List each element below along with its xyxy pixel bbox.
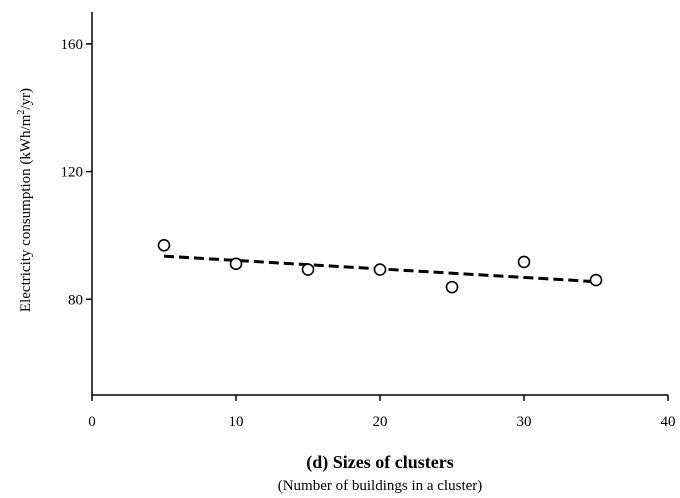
data-point <box>517 255 531 269</box>
data-point <box>373 263 387 276</box>
x-tick-label: 20 <box>373 414 388 430</box>
y-tick-label: 120 <box>61 165 84 181</box>
x-tick-label: 30 <box>517 414 532 430</box>
y-tick-label: 80 <box>68 292 83 308</box>
x-ticks: 0 10 20 30 40 <box>88 395 676 430</box>
y-ticks: 80 120 160 <box>61 37 92 308</box>
x-tick-label: 0 <box>88 414 96 430</box>
y-tick-label: 160 <box>61 37 84 53</box>
x-tick-label: 10 <box>229 414 244 430</box>
x-axis-label: (d) Sizes of clusters <box>306 452 453 473</box>
x-tick-label: 40 <box>661 414 676 430</box>
data-point <box>229 257 243 271</box>
data-point <box>301 263 315 276</box>
data-point <box>157 239 171 252</box>
data-point <box>445 280 459 294</box>
x-axis-sublabel: (Number of buildings in a cluster) <box>278 478 483 494</box>
data-points <box>157 239 603 294</box>
data-point <box>589 273 603 287</box>
y-axis-label: Electricity consumption (kWh/m2/yr) <box>16 88 34 312</box>
